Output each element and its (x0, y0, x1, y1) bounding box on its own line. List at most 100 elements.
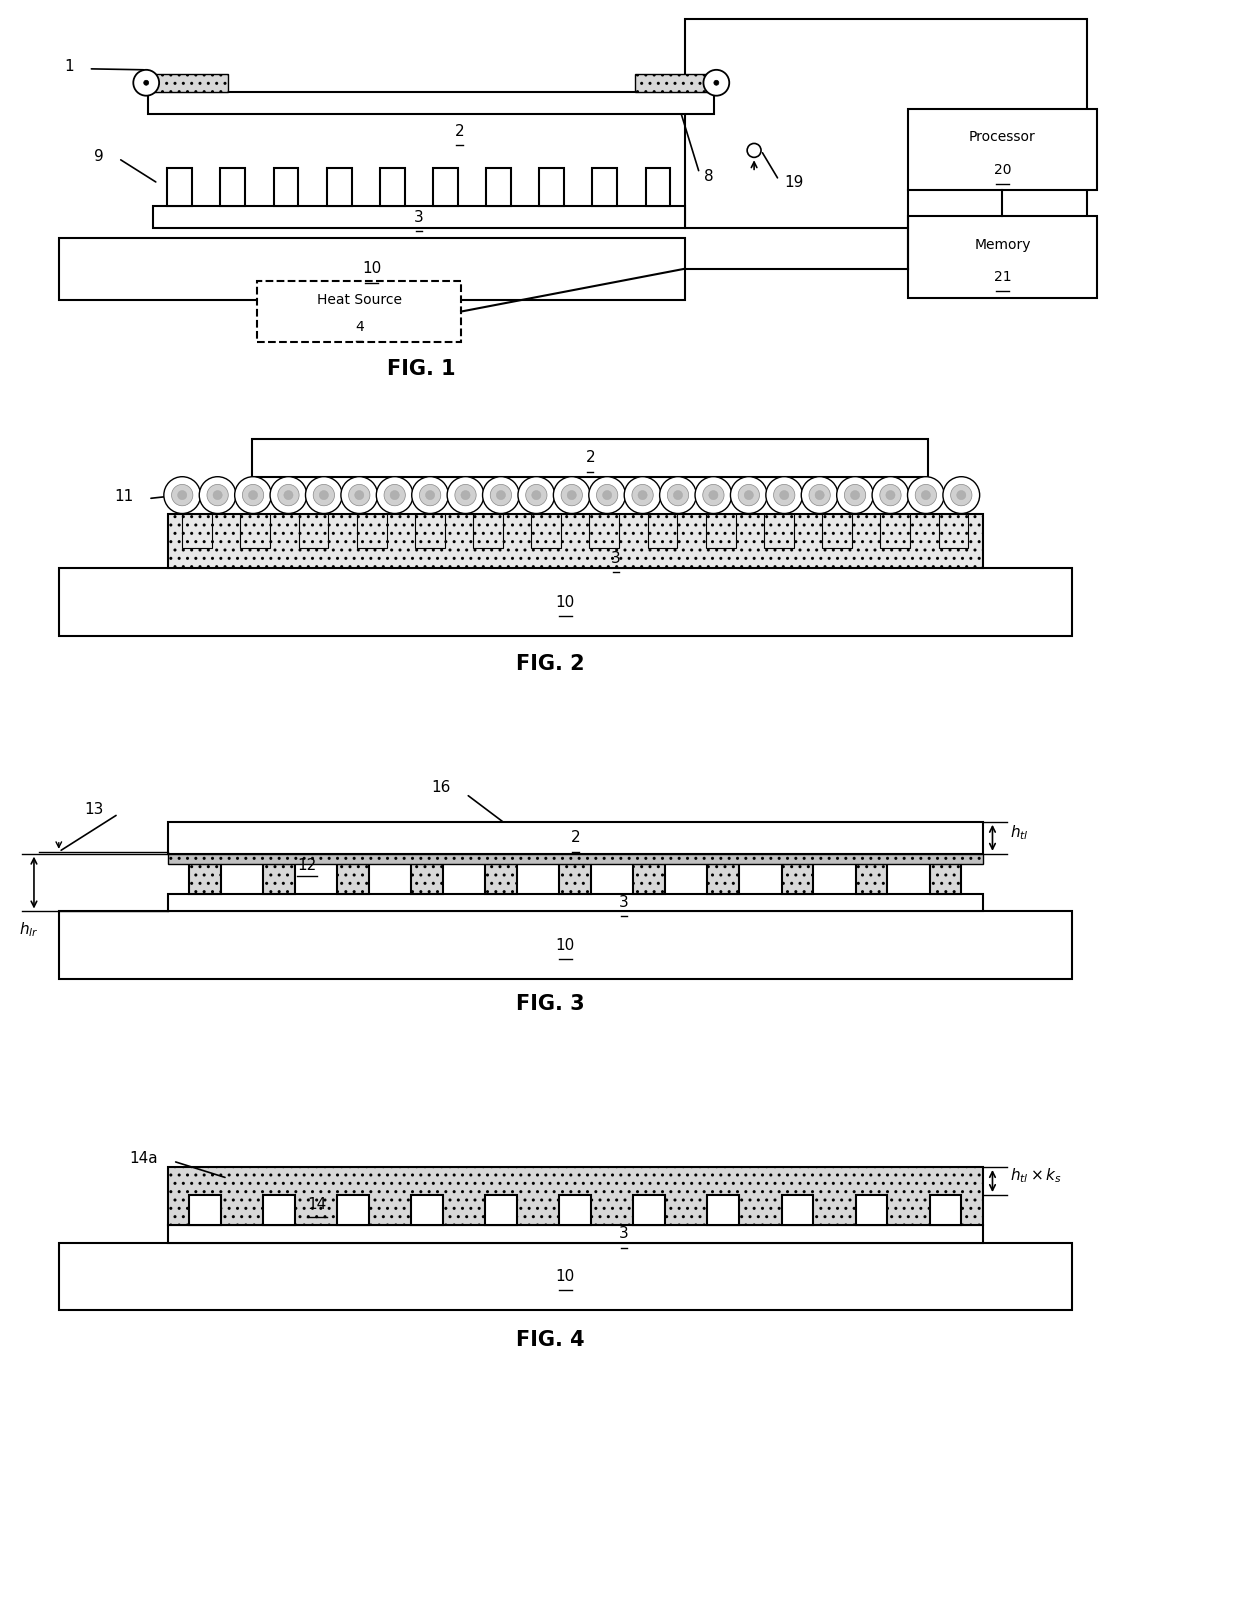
Bar (58, 1242, 1071, 1310)
Bar (337, 1196, 370, 1225)
Bar (706, 514, 735, 549)
Bar (337, 863, 370, 894)
Bar (485, 863, 517, 894)
Bar (412, 1196, 443, 1225)
Circle shape (738, 485, 759, 506)
Bar (190, 1196, 221, 1225)
Text: FIG. 4: FIG. 4 (516, 1331, 585, 1350)
Text: 9: 9 (94, 149, 103, 164)
Text: $h_{tl} \times k_s$: $h_{tl} \times k_s$ (1011, 1167, 1063, 1186)
Text: 21: 21 (993, 270, 1012, 284)
Circle shape (526, 485, 547, 506)
Bar (593, 169, 618, 205)
Text: $h_{lr}$: $h_{lr}$ (20, 920, 38, 939)
Circle shape (425, 491, 435, 499)
Circle shape (482, 477, 520, 514)
Circle shape (314, 485, 335, 506)
Circle shape (696, 477, 732, 514)
Circle shape (766, 477, 802, 514)
Bar (253, 438, 928, 477)
Bar (221, 169, 246, 205)
Text: 3: 3 (611, 551, 621, 567)
Text: 10: 10 (556, 594, 575, 610)
Bar (263, 863, 295, 894)
Circle shape (490, 485, 512, 506)
Text: 10: 10 (556, 937, 575, 953)
Text: 2: 2 (570, 830, 580, 846)
Bar (708, 863, 739, 894)
Circle shape (808, 485, 831, 506)
Text: 3: 3 (619, 896, 629, 910)
Bar (274, 169, 299, 205)
Bar (58, 568, 1071, 636)
Text: 3: 3 (414, 210, 424, 225)
Text: FIG. 1: FIG. 1 (387, 360, 455, 379)
Bar (930, 1196, 961, 1225)
Bar (299, 514, 329, 549)
Bar (559, 863, 591, 894)
Bar (258, 281, 461, 342)
Text: 2: 2 (455, 124, 465, 140)
Circle shape (667, 485, 688, 506)
Bar (486, 169, 511, 205)
Bar (357, 514, 387, 549)
Text: 8: 8 (704, 169, 714, 183)
Bar (531, 514, 562, 549)
Text: Processor: Processor (968, 130, 1035, 144)
Circle shape (391, 491, 399, 499)
Bar (485, 1196, 517, 1225)
Bar (474, 514, 503, 549)
Circle shape (242, 485, 264, 506)
Bar (169, 1167, 982, 1225)
Bar (415, 514, 445, 549)
Text: 20: 20 (993, 162, 1011, 177)
Bar (154, 205, 684, 228)
Bar (939, 514, 968, 549)
Circle shape (200, 477, 236, 514)
Bar (379, 169, 404, 205)
Bar (58, 912, 1071, 979)
Circle shape (915, 485, 936, 506)
Circle shape (673, 491, 682, 499)
Bar (539, 169, 564, 205)
Circle shape (603, 491, 611, 499)
Bar (167, 169, 192, 205)
Text: $h_{tl}$: $h_{tl}$ (1011, 823, 1029, 843)
Circle shape (815, 491, 825, 499)
Circle shape (596, 485, 618, 506)
Circle shape (171, 485, 193, 506)
Circle shape (957, 491, 966, 499)
Text: Heat Source: Heat Source (316, 294, 402, 308)
Bar (781, 863, 813, 894)
Circle shape (518, 477, 554, 514)
Text: 11: 11 (114, 490, 133, 504)
Circle shape (419, 485, 440, 506)
Bar (559, 1196, 591, 1225)
Text: 10: 10 (556, 1270, 575, 1284)
Circle shape (709, 491, 718, 499)
Text: 16: 16 (432, 780, 451, 794)
Circle shape (319, 491, 329, 499)
Circle shape (164, 477, 201, 514)
Bar (634, 863, 665, 894)
Text: Memory: Memory (975, 238, 1030, 252)
Circle shape (730, 477, 768, 514)
Bar (190, 863, 221, 894)
Bar (634, 1196, 665, 1225)
Text: 14: 14 (308, 1197, 326, 1212)
Bar (856, 863, 888, 894)
Circle shape (567, 491, 577, 499)
Circle shape (908, 477, 944, 514)
Bar (169, 1225, 982, 1242)
Bar (646, 169, 671, 205)
Text: FIG. 2: FIG. 2 (516, 653, 585, 674)
Bar (58, 238, 684, 300)
Circle shape (248, 491, 258, 499)
Bar (684, 19, 1086, 228)
Text: 14a: 14a (129, 1151, 159, 1165)
Circle shape (624, 477, 661, 514)
Circle shape (496, 491, 506, 499)
Bar (908, 217, 1096, 297)
Bar (708, 1196, 739, 1225)
Circle shape (448, 477, 484, 514)
